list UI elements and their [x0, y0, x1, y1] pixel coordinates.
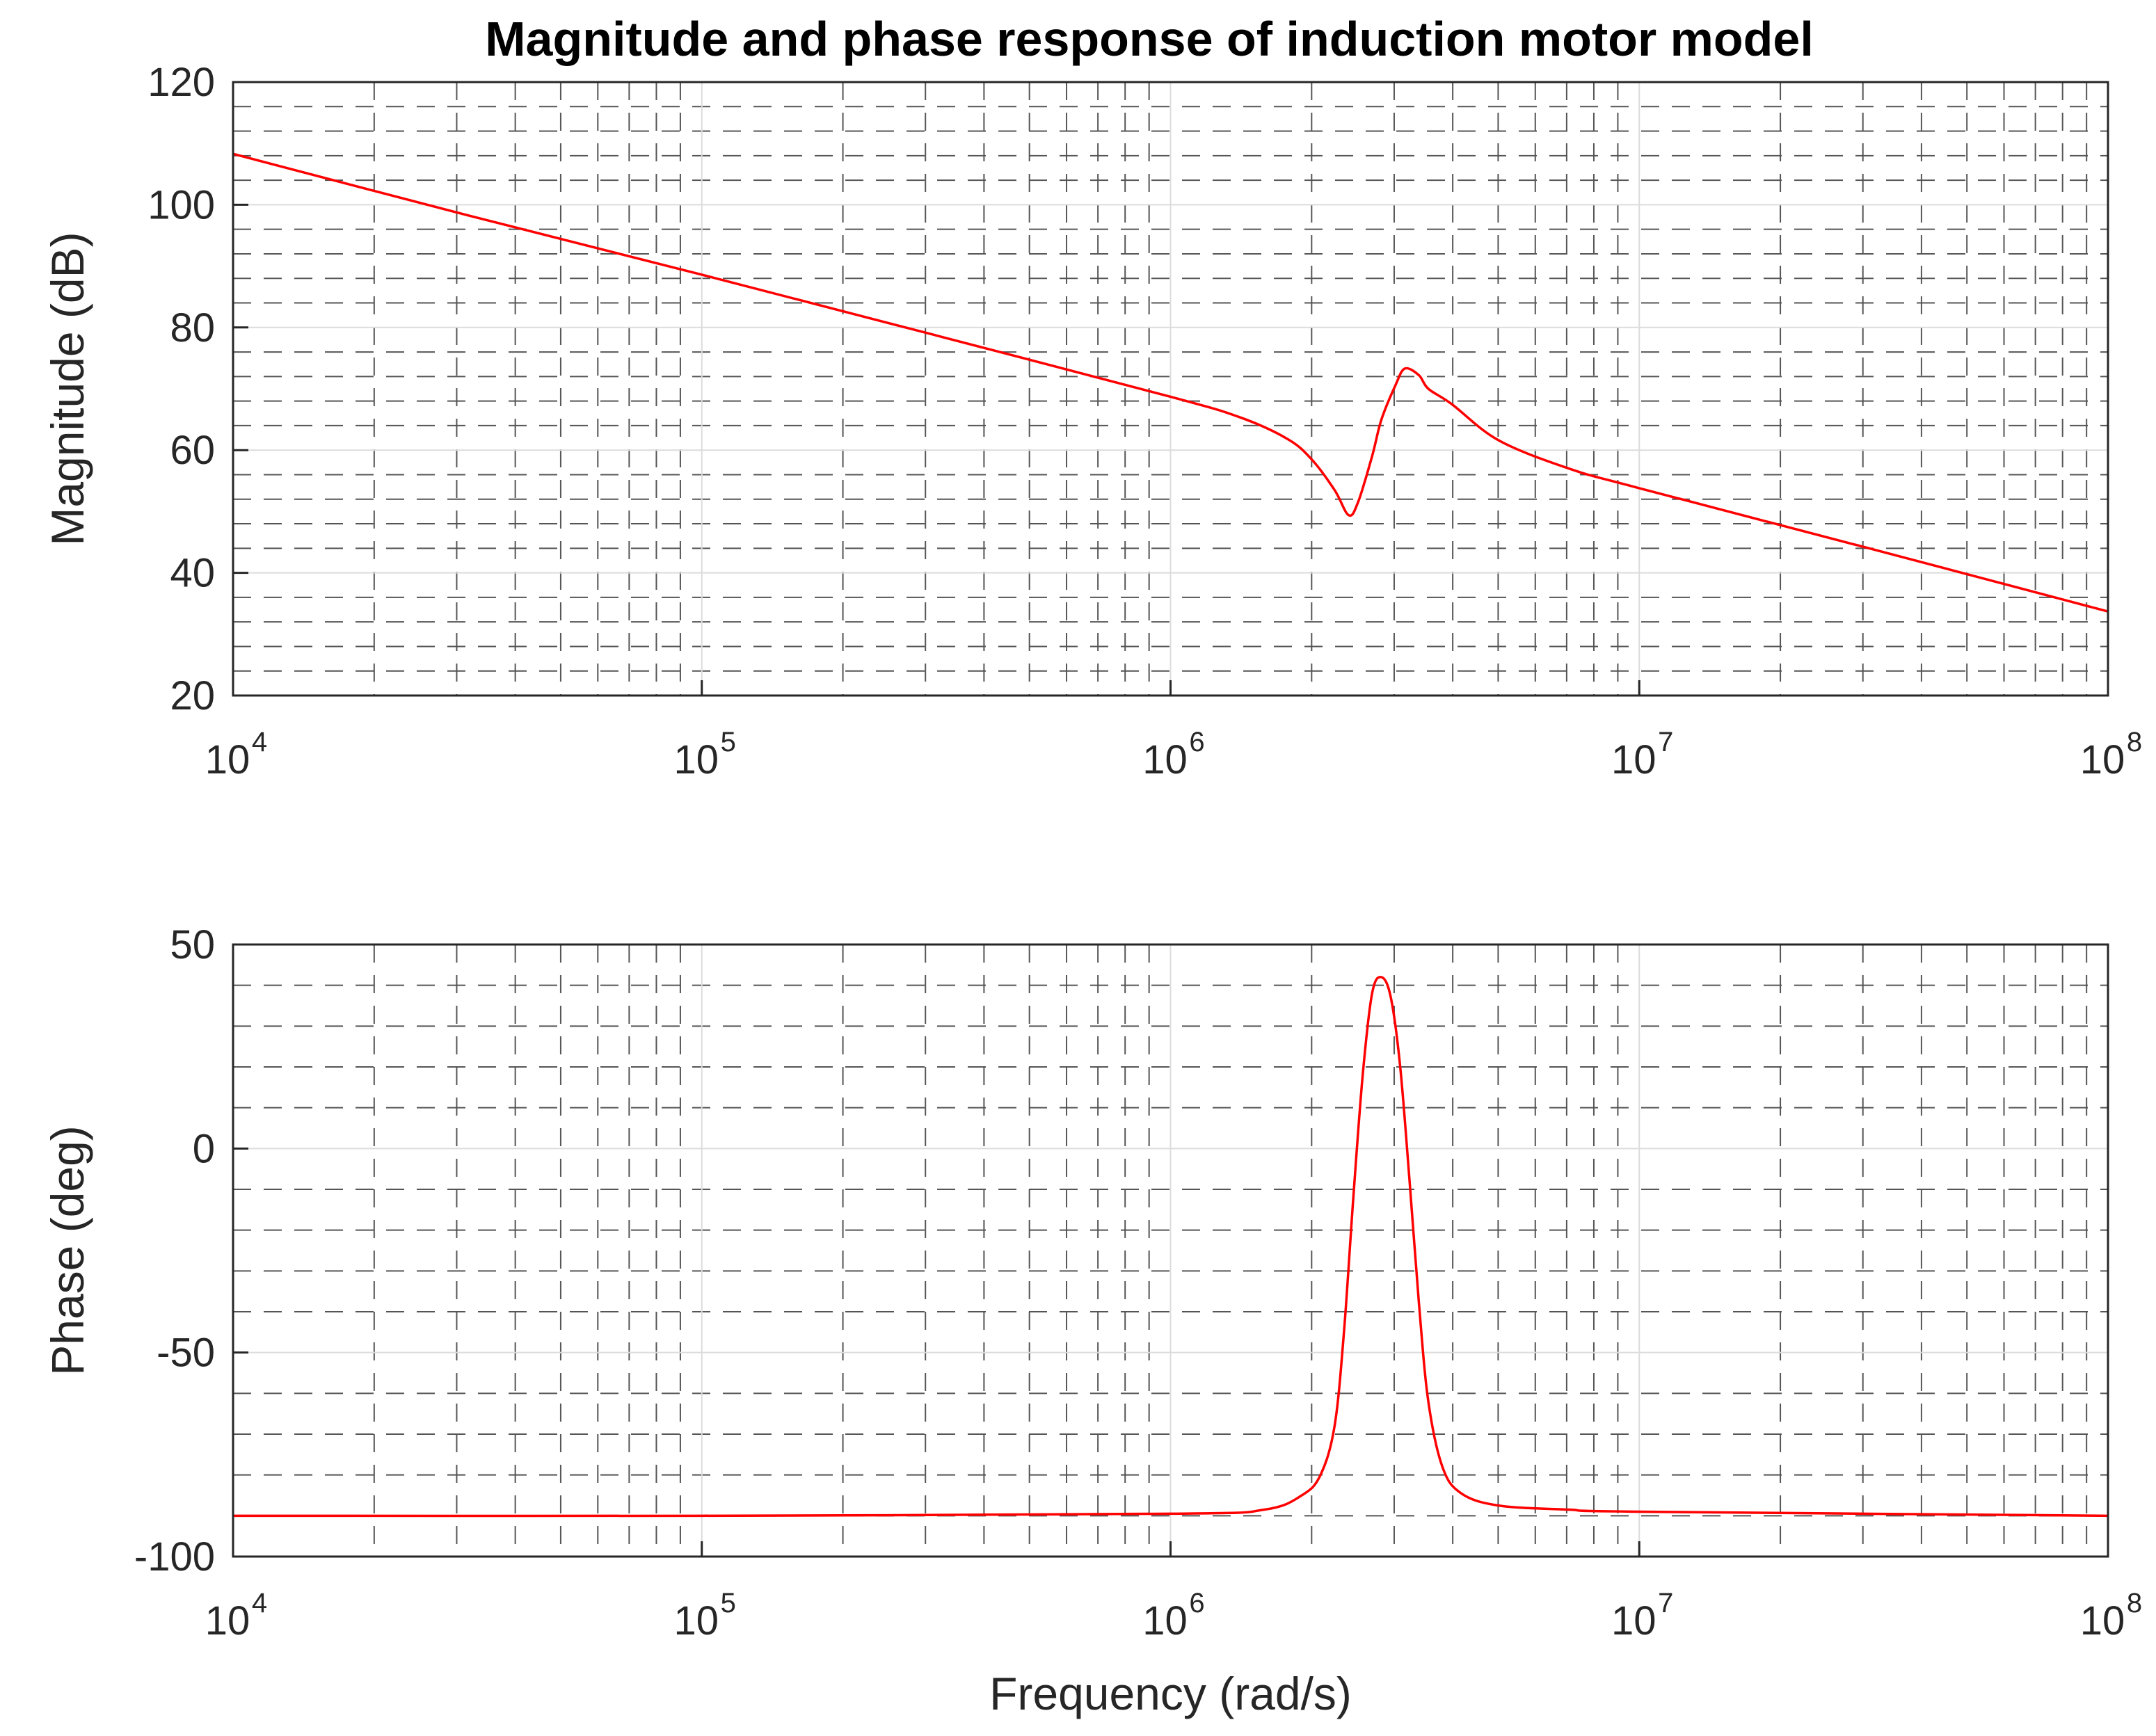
figure-title: Magnitude and phase response of inductio…: [485, 12, 1814, 66]
mag-ytick-label: 100: [147, 182, 215, 227]
phase-minor-hgrid: [233, 984, 2108, 1517]
phase-xtick-exponent: 5: [721, 1588, 736, 1618]
phase-minor-vgrid: [373, 945, 2088, 1557]
phase-xtick-label: 10: [1611, 1598, 1656, 1643]
mag-minor-hgrid: [233, 106, 2108, 672]
phase-ytick-label: 0: [193, 1126, 215, 1171]
mag-minor-vgrid: [373, 82, 2088, 696]
mag-xtick-label: 10: [1142, 737, 1188, 782]
mag-series-line: [232, 152, 2109, 613]
mag-xtick-exponent: 4: [252, 727, 267, 757]
phase-ytick-label: 50: [170, 922, 215, 967]
phase-xtick-exponent: 7: [1658, 1588, 1673, 1618]
mag-xtick-label: 10: [1611, 737, 1656, 782]
mag-ytick-label: 120: [147, 60, 215, 105]
mag-ytick-label: 20: [170, 673, 215, 718]
phase-xtick-label: 10: [205, 1598, 250, 1643]
mag-ytick-label: 40: [170, 551, 215, 596]
phase-series-line: [232, 975, 2109, 1518]
phase-x-axis-label: Frequency (rad/s): [989, 1668, 1352, 1719]
mag-y-axis-label: Magnitude (dB): [42, 232, 93, 545]
phase-y-axis-label: Phase (deg): [42, 1125, 93, 1376]
mag-ytick-label: 80: [170, 305, 215, 351]
phase-ytick-label: -100: [134, 1534, 215, 1580]
phase-xtick-label: 10: [2080, 1598, 2125, 1643]
mag-xtick-exponent: 5: [721, 727, 736, 757]
phase-xtick-exponent: 6: [1189, 1588, 1204, 1618]
mag-xtick-exponent: 8: [2127, 727, 2142, 757]
mag-xtick-label: 10: [673, 737, 719, 782]
phase-xtick-label: 10: [1142, 1598, 1188, 1643]
phase-xtick-label: 10: [673, 1598, 719, 1643]
mag-ytick-label: 60: [170, 428, 215, 473]
mag-xtick-exponent: 7: [1658, 727, 1673, 757]
mag-xtick-label: 10: [2080, 737, 2125, 782]
phase-xtick-exponent: 8: [2127, 1588, 2142, 1618]
mag-xtick-label: 10: [205, 737, 250, 782]
phase-xtick-exponent: 4: [252, 1588, 267, 1618]
phase-ytick-label: -50: [157, 1331, 215, 1376]
mag-xtick-exponent: 6: [1189, 727, 1204, 757]
